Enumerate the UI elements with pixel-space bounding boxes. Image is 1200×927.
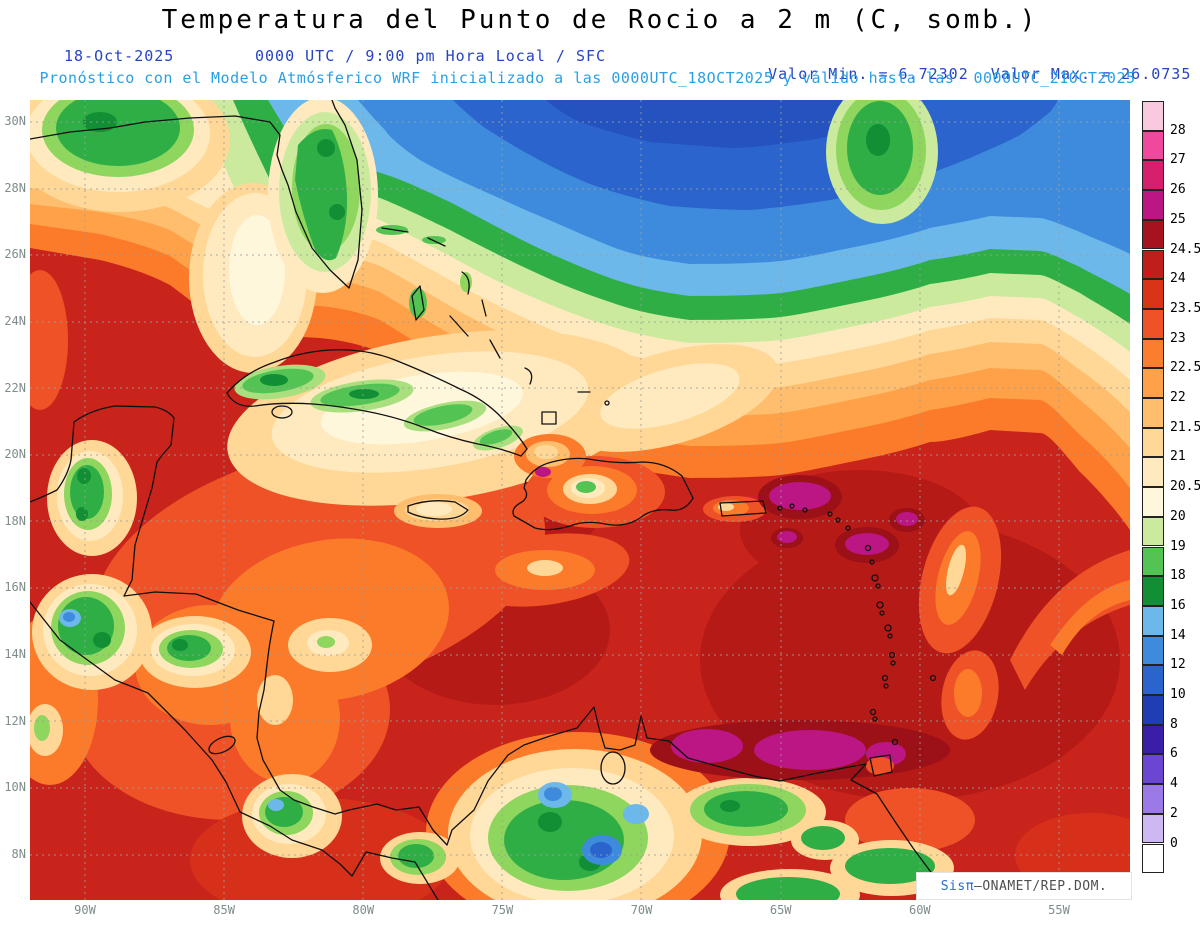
lat-label: 8N xyxy=(11,847,26,862)
model-info-line: Pronóstico con el Modelo Atmósferico WRF… xyxy=(39,69,1136,87)
lat-label: 14N xyxy=(4,647,26,662)
colorbar-tick: 27 xyxy=(1170,152,1186,168)
colorbar-tick: 12 xyxy=(1170,657,1186,673)
map-canvas xyxy=(30,100,1130,900)
colorbar-segment xyxy=(1142,219,1164,250)
lat-label: 30N xyxy=(4,114,26,128)
colorbar-tick: 22.5 xyxy=(1170,360,1200,376)
lon-label: 60W xyxy=(908,903,931,917)
colorbar-segment xyxy=(1142,279,1164,309)
colorbar-segment xyxy=(1142,160,1164,191)
colorbar-segment xyxy=(1142,813,1164,844)
forecast-time-info: 0000 UTC / 9:00 pm Hora Local / SFC xyxy=(255,47,607,65)
watermark-org: ONAMET/REP.DOM. xyxy=(982,878,1108,894)
lon-label: 90W xyxy=(74,903,96,917)
colorbar-tick: 23.5 xyxy=(1170,300,1200,316)
colorbar-tick: 19 xyxy=(1170,538,1186,554)
colorbar-segment xyxy=(1142,754,1164,785)
colorbar-segment xyxy=(1142,249,1164,280)
colorbar-tick: 20.5 xyxy=(1170,479,1200,495)
colorbar-segment xyxy=(1142,516,1164,547)
colorbar-tick: 8 xyxy=(1170,716,1178,732)
colorbar-segment xyxy=(1142,784,1164,814)
colorbar-segment xyxy=(1142,487,1164,517)
colorbar-tick: 22 xyxy=(1170,390,1186,405)
lon-label: 55W xyxy=(1048,903,1070,917)
colorbar-segment xyxy=(1142,546,1164,577)
lat-label: 20N xyxy=(4,447,26,462)
colorbar-segment xyxy=(1142,635,1164,666)
lon-label: 80W xyxy=(352,903,375,917)
contour-fills xyxy=(30,100,1130,900)
lon-label: 70W xyxy=(630,903,653,917)
colorbar-tick: 0 xyxy=(1170,835,1178,851)
colorbar-tick: 26 xyxy=(1170,182,1186,198)
lat-label: 26N xyxy=(4,247,26,262)
colorbar-tick: 18 xyxy=(1170,568,1186,584)
colorbar-tick: 16 xyxy=(1170,597,1186,613)
colorbar-segment xyxy=(1142,724,1164,755)
colorbar-segment xyxy=(1142,190,1164,220)
lon-label: 65W xyxy=(769,903,792,917)
colorbar-segment xyxy=(1142,101,1164,131)
colorbar-tick: 20 xyxy=(1170,508,1186,524)
watermark-brand: Sisπ xyxy=(940,878,975,894)
coastlines xyxy=(30,100,946,900)
min-value-label: Valor Min. = 6.72302 xyxy=(768,65,969,83)
colorbar-tick: 24.5 xyxy=(1170,241,1200,257)
colorbar-tick: 14 xyxy=(1170,627,1186,643)
colorbar-tick: 28 xyxy=(1170,122,1186,138)
lat-label: 22N xyxy=(4,380,26,395)
colorbar-segment xyxy=(1142,308,1164,339)
colorbar-segment xyxy=(1142,695,1164,725)
colorbar-segment xyxy=(1142,605,1164,636)
colorbar-tick: 10 xyxy=(1170,687,1186,702)
colorbar-segment xyxy=(1142,843,1164,874)
colorbar-segment xyxy=(1142,130,1164,161)
lon-label: 75W xyxy=(491,903,514,917)
colorbar-segment xyxy=(1142,457,1164,488)
colorbar-segment xyxy=(1142,427,1164,458)
colorbar-segment xyxy=(1142,338,1164,369)
colorbar-tick: 4 xyxy=(1170,776,1178,792)
colorbar-segment xyxy=(1142,576,1164,606)
watermark-box: Sisπ – ONAMET/REP.DOM. xyxy=(916,872,1132,900)
colorbar-tick: 21.5 xyxy=(1170,419,1200,435)
grid-lines xyxy=(30,100,1130,900)
colorbar-tick: 2 xyxy=(1170,805,1178,821)
lat-label: 18N xyxy=(4,513,26,528)
lat-label: 28N xyxy=(4,180,26,195)
lat-label: 12N xyxy=(4,713,26,728)
lat-label: 24N xyxy=(4,313,26,328)
lon-label: 85W xyxy=(213,903,235,917)
colorbar-tick: 24 xyxy=(1170,271,1186,287)
forecast-date: 18-Oct-2025 xyxy=(64,47,175,65)
lat-label: 10N xyxy=(4,780,26,795)
lat-label: 16N xyxy=(4,580,26,595)
colorbar-tick: 23 xyxy=(1170,330,1186,346)
colorbar-tick: 25 xyxy=(1170,211,1186,227)
watermark-separator: – xyxy=(974,878,983,894)
page-title: Temperatura del Punto de Rocio a 2 m (C,… xyxy=(161,5,1039,35)
colorbar-segment xyxy=(1142,665,1164,695)
min-max-values: Valor Min. = 6.72302 Valor Max. = 26.0735 xyxy=(728,47,1191,101)
colorbar-tick: 6 xyxy=(1170,746,1178,762)
colorbar-tick: 21 xyxy=(1170,449,1186,465)
max-value-label: Valor Max. = 26.0735 xyxy=(990,65,1192,83)
colorbar-segment xyxy=(1142,368,1164,398)
colorbar-segment xyxy=(1142,398,1164,428)
